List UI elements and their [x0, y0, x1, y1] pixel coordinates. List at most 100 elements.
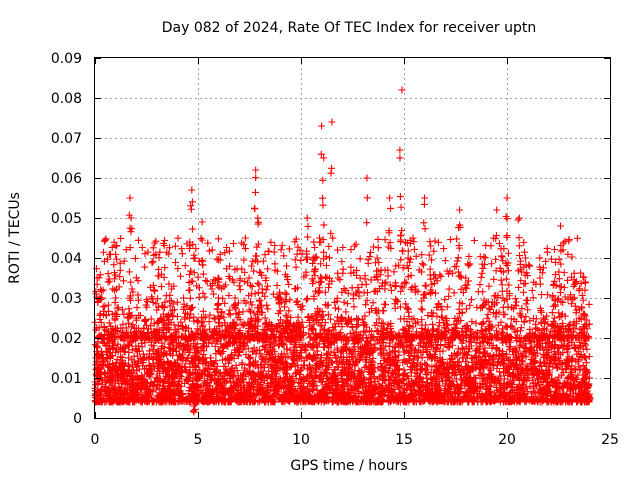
data-point — [454, 393, 462, 401]
data-point — [331, 304, 339, 312]
data-point — [232, 362, 240, 370]
data-point — [255, 281, 263, 289]
chart-title: Day 082 of 2024, Rate Of TEC Index for r… — [162, 20, 537, 36]
data-point — [311, 243, 319, 251]
data-point — [246, 355, 254, 363]
data-point — [426, 238, 434, 246]
data-point — [295, 341, 303, 349]
data-point — [535, 362, 543, 370]
data-point — [120, 277, 128, 285]
data-point — [281, 289, 289, 297]
data-point — [268, 363, 276, 371]
data-point — [528, 287, 536, 295]
data-point — [576, 390, 584, 398]
data-point — [377, 360, 385, 368]
data-point — [271, 241, 279, 249]
data-point — [517, 324, 525, 332]
data-point — [422, 282, 430, 290]
data-point — [558, 365, 566, 373]
data-point — [265, 367, 273, 375]
data-point — [220, 362, 228, 370]
data-point — [499, 360, 507, 368]
data-point — [256, 350, 264, 358]
data-point — [100, 369, 108, 377]
data-point — [559, 369, 567, 377]
data-point — [231, 367, 239, 375]
data-point — [428, 363, 436, 371]
data-point — [131, 254, 139, 262]
data-point — [165, 344, 173, 352]
data-point — [574, 371, 582, 379]
data-point — [350, 340, 358, 348]
data-point — [306, 364, 314, 372]
data-point — [349, 357, 357, 365]
data-point — [266, 340, 274, 348]
data-point — [214, 235, 222, 243]
data-point — [572, 366, 580, 374]
data-point — [502, 275, 510, 283]
data-point — [334, 363, 342, 371]
data-point — [152, 374, 160, 382]
data-point — [423, 362, 431, 370]
data-point — [477, 273, 485, 281]
data-point — [485, 388, 493, 396]
data-point — [366, 253, 374, 261]
data-point — [536, 280, 544, 288]
data-point — [227, 351, 235, 359]
data-point — [157, 283, 165, 291]
data-point — [531, 389, 539, 397]
data-point — [297, 256, 305, 264]
data-point — [99, 303, 107, 311]
data-point — [250, 383, 258, 391]
data-point — [244, 345, 252, 353]
data-point — [174, 234, 182, 242]
data-point — [117, 234, 125, 242]
data-point — [241, 245, 249, 253]
data-point — [291, 386, 299, 394]
data-point — [343, 300, 351, 308]
data-point — [148, 398, 156, 406]
data-point — [175, 339, 183, 347]
data-point — [139, 350, 147, 358]
data-point — [481, 254, 489, 262]
data-point — [394, 383, 402, 391]
data-point — [281, 303, 289, 311]
data-point — [418, 306, 426, 314]
data-point — [546, 388, 554, 396]
data-point — [428, 355, 436, 363]
data-point — [211, 342, 219, 350]
data-point — [315, 340, 323, 348]
data-point — [445, 378, 453, 386]
data-point — [261, 251, 269, 259]
data-point — [564, 276, 572, 284]
data-point — [406, 343, 414, 351]
data-point — [273, 281, 281, 289]
data-point — [520, 288, 528, 296]
data-point — [395, 365, 403, 373]
data-point — [227, 365, 235, 373]
data-point — [479, 264, 487, 272]
data-point — [187, 370, 195, 378]
data-point — [473, 345, 481, 353]
data-point — [516, 343, 524, 351]
data-point — [147, 341, 155, 349]
data-point — [200, 377, 208, 385]
data-point — [465, 261, 473, 269]
data-point — [495, 239, 503, 247]
data-point — [497, 276, 505, 284]
data-point — [355, 389, 363, 397]
data-point — [256, 296, 264, 304]
data-point — [513, 298, 521, 306]
data-point — [174, 265, 182, 273]
data-point — [336, 276, 344, 284]
data-point — [374, 235, 382, 243]
data-point — [225, 359, 233, 367]
data-point — [322, 262, 330, 270]
data-point — [582, 373, 590, 381]
data-point — [292, 263, 300, 271]
data-point — [515, 375, 523, 383]
data-point — [267, 238, 275, 246]
data-point — [445, 285, 453, 293]
data-point — [377, 266, 385, 274]
data-point — [382, 342, 390, 350]
